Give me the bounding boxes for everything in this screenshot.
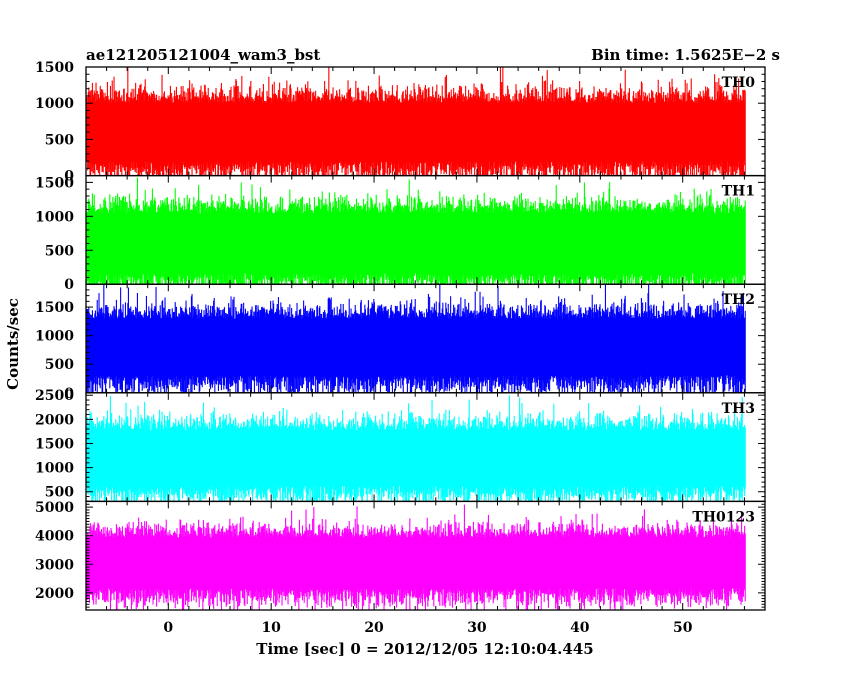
y-tick-label: 500 — [45, 132, 74, 148]
y-tick-label: 1500 — [35, 60, 74, 76]
panel-th3: 500 1000 1500 2000 2500 TH3 — [35, 388, 766, 503]
series-line — [86, 504, 746, 610]
y-tick-label: 1000 — [35, 461, 74, 477]
y-tick-label: 1000 — [35, 329, 74, 345]
y-tick-label: 1500 — [35, 436, 74, 452]
y-tick-label: 1500 — [35, 175, 74, 191]
panel-label: TH0 — [722, 75, 756, 91]
x-tick-label: 50 — [673, 620, 693, 636]
panel-label: TH2 — [722, 292, 755, 308]
y-tick-label: 3000 — [35, 557, 74, 573]
y-tick-label: 1000 — [35, 209, 74, 225]
panel-label: TH1 — [722, 184, 755, 200]
x-axis-label: Time [sec] 0 = 2012/12/05 12:10:04.445 — [256, 640, 593, 658]
panel-stack: 050010001500TH0050010001500TH10500100015… — [35, 60, 766, 636]
series-line — [86, 67, 746, 176]
panel-th0123: 2000 3000 4000 5000 TH0123 — [35, 500, 766, 611]
y-tick-label: 500 — [45, 243, 74, 259]
y-axis-label: Counts/sec — [4, 298, 22, 390]
panel-th0: 0 500 1000 1500 TH0 — [35, 60, 766, 185]
bin-time-label: Bin time: 1.5625E−2 s — [591, 46, 780, 64]
y-tick-label: 0 — [64, 169, 74, 185]
y-tick-label: 2500 — [35, 388, 74, 404]
y-tick-label: 4000 — [35, 529, 74, 545]
y-tick-label: 500 — [45, 485, 74, 501]
series-line — [86, 395, 746, 502]
y-tick-label: 0 — [64, 386, 74, 402]
x-tick-label: 40 — [570, 620, 590, 636]
series-line — [86, 284, 746, 393]
x-tick-label: 20 — [364, 620, 384, 636]
panel-label: TH3 — [722, 401, 755, 417]
y-tick-label: 2000 — [35, 412, 74, 428]
chart-title: ae121205121004_wam3_bst — [86, 46, 320, 64]
y-tick-label: 0 — [64, 277, 74, 293]
x-tick-label: 0 — [163, 620, 173, 636]
y-tick-label: 5000 — [35, 500, 74, 516]
y-tick-label: 500 — [45, 357, 74, 373]
series-line — [86, 177, 746, 285]
x-tick-label: 10 — [261, 620, 281, 636]
y-tick-label: 2000 — [35, 586, 74, 602]
panel-th2: 0 500 1000 1500 TH2 — [35, 283, 766, 402]
y-tick-label: 1000 — [35, 96, 74, 112]
y-tick-label: 1500 — [35, 300, 74, 316]
x-tick-label: 30 — [467, 620, 487, 636]
panel-label: TH0123 — [692, 509, 755, 525]
panel-th1: 0 500 1000 1500 TH1 — [35, 174, 766, 293]
